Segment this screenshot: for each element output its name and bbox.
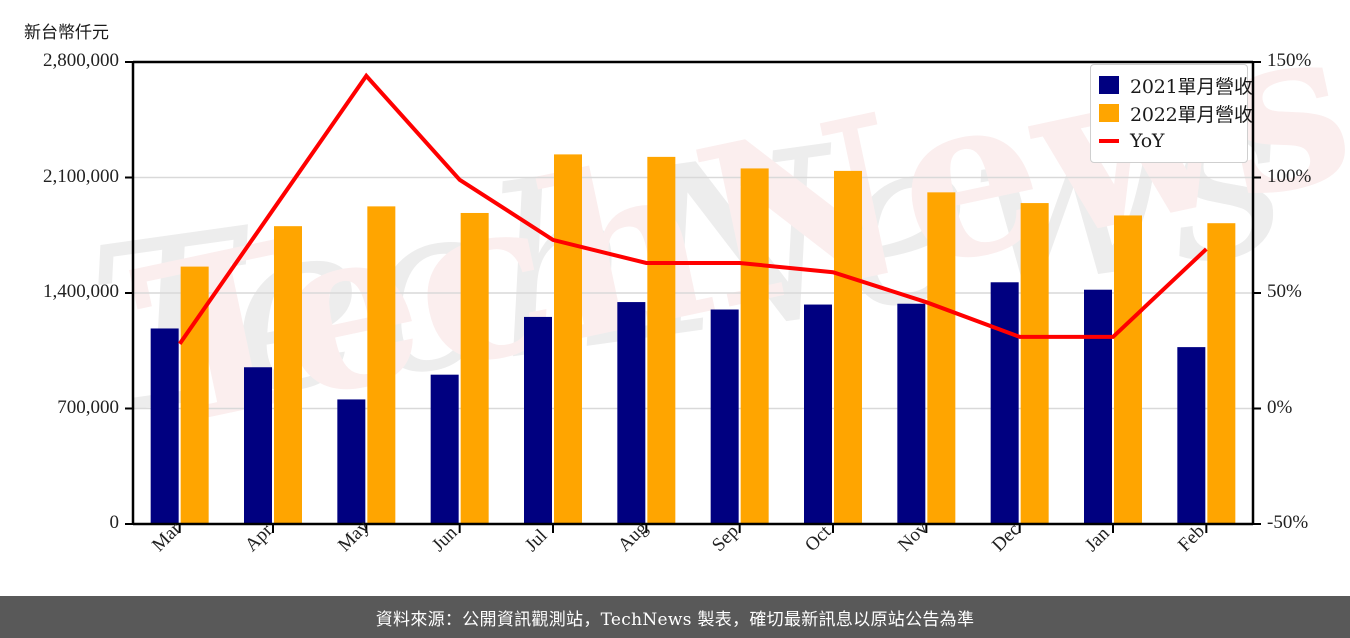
yoy-line (178, 72, 1208, 345)
bar-2021-Nov (897, 303, 926, 524)
y-right-tick-50: 50% (1267, 281, 1302, 302)
bar-2022-Jan (1114, 215, 1142, 524)
y-left-tick-2800000: 2,800,000 (43, 50, 119, 71)
y-left-tick-700000: 700,000 (57, 396, 119, 418)
legend-label-yoy: YoY (1130, 130, 1165, 152)
bar-2021-Dec (990, 282, 1019, 524)
chart-area: 新台幣仟元 TechNews TechNews 0 700,000 1,400,00… (24, 0, 1350, 556)
y-axis-unit-label: 新台幣仟元 (24, 23, 109, 43)
legend-swatch-2022 (1099, 104, 1119, 122)
axis-ticks (125, 61, 1261, 533)
legend-item-yoy: YoY (1099, 127, 1239, 155)
legend-item-2022: 2022單月營收 (1099, 99, 1253, 127)
chart-canvas: TechNews TechNews (76, 0, 1350, 533)
bar-2021-May (337, 399, 366, 524)
chart-legend: 2021單月營收 2022單月營收 YoY (1090, 64, 1253, 163)
bar-2021-Mar (150, 328, 179, 524)
yoy-line-path (178, 72, 1208, 345)
bar-2021-Jun (430, 374, 459, 524)
bar-2022-Dec (1020, 203, 1049, 524)
footer-bar: 資料來源：公開資訊觀測站，TechNews 製表，確切最新訊息以原站公告為準 (0, 596, 1350, 638)
bar-2021-Feb (1177, 347, 1206, 524)
bar-2022-Jul (554, 154, 582, 524)
legend-label-2021: 2021單月營收 (1130, 75, 1253, 98)
bar-2021-Jul (524, 316, 552, 524)
bar-2021-Apr (244, 367, 272, 524)
legend-label-2022: 2022單月營收 (1130, 103, 1253, 126)
bar-2022-Jun (460, 212, 489, 524)
y-left-tick-2100000: 2,100,000 (43, 165, 119, 187)
bars (150, 154, 1236, 525)
y-right-tick-100: 100% (1267, 165, 1312, 187)
y-left-tick-1400000: 1,400,000 (43, 281, 119, 302)
bar-2022-Feb (1207, 223, 1236, 524)
bar-2021-Jan (1084, 289, 1112, 524)
y-left-tick-0: 0 (109, 512, 120, 533)
bar-2022-Aug (647, 156, 676, 524)
y-right-tick-0: 0% (1267, 396, 1293, 418)
y-right-tick--50: -50% (1267, 512, 1309, 533)
bar-2022-Oct (834, 170, 862, 524)
footer-source-text: 資料來源：公開資訊觀測站，TechNews 製表，確切最新訊息以原站公告為準 (375, 609, 975, 630)
bar-2021-Aug (617, 302, 646, 524)
y-right-tick-150: 150% (1267, 50, 1312, 71)
legend-item-2021: 2021單月營收 (1099, 71, 1253, 99)
legend-line-yoy (1099, 139, 1119, 143)
bar-2022-Sep (740, 168, 769, 525)
legend-swatch-2021 (1099, 76, 1119, 94)
bar-2022-Nov (927, 192, 956, 524)
bar-2022-Apr (274, 226, 302, 525)
bar-2022-May (367, 206, 396, 524)
bar-2021-Sep (710, 309, 739, 524)
bar-2021-Oct (804, 304, 832, 524)
